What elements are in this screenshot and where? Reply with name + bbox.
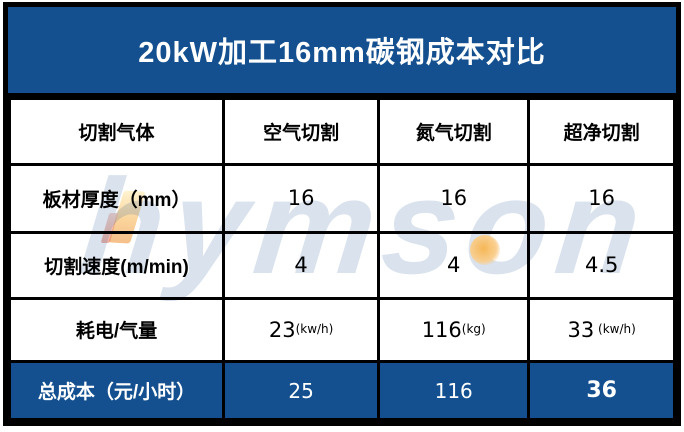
table-row-consumption: 耗电/气量 23(kw/h) 116(kg) 33 (kw/h) <box>7 296 676 364</box>
table-row-thickness: 板材厚度（mm） 16 16 16 <box>7 162 676 234</box>
total-cost-nitrogen-value: 116 <box>377 360 531 421</box>
header-cell-nitrogen-cutting: 氮气切割 <box>377 97 531 166</box>
thickness-air-value: 16 <box>222 162 381 234</box>
table-content: 20kW加工16mm碳钢成本对比 切割气体 空气切割 氮气切割 超净切割 <box>7 7 676 421</box>
consumption-air-value: 23(kw/h) <box>222 296 381 364</box>
total-cost-air-value: 25 <box>222 360 381 421</box>
row-label-thickness: 板材厚度（mm） <box>7 162 226 234</box>
consumption-ultraclean-number: 33 <box>567 317 595 342</box>
thickness-ultraclean-value: 16 <box>527 162 676 234</box>
table-header-row: 切割气体 空气切割 氮气切割 超净切割 <box>7 97 676 166</box>
consumption-nitrogen-unit: (kg) <box>461 321 486 336</box>
consumption-nitrogen-value: 116(kg) <box>377 296 531 364</box>
thickness-nitrogen-value: 16 <box>377 162 531 234</box>
consumption-air-number: 23 <box>268 317 296 342</box>
consumption-ultraclean-unit: (kw/h) <box>594 321 636 336</box>
total-cost-ultraclean-value: 36 <box>527 360 676 421</box>
row-label-speed: 切割速度(m/min) <box>7 230 226 300</box>
row-label-total-cost: 总成本（元/小时） <box>7 360 226 421</box>
header-cell-ultraclean-cutting: 超净切割 <box>527 97 676 166</box>
consumption-ultraclean-value: 33 (kw/h) <box>527 296 676 364</box>
speed-nitrogen-value: 4 <box>377 230 531 300</box>
cost-comparison-table: 切割气体 空气切割 氮气切割 超净切割 板材厚度（mm） 16 16 16 切割… <box>7 97 676 421</box>
table-row-speed: 切割速度(m/min) 4 4 4.5 <box>7 230 676 300</box>
header-cell-air-cutting: 空气切割 <box>222 97 381 166</box>
table-frame: hymson 20kW加工16mm碳钢成本对比 切割气体 空气切割 <box>3 2 681 426</box>
page-title: 20kW加工16mm碳钢成本对比 <box>138 37 546 69</box>
speed-air-value: 4 <box>222 230 381 300</box>
header-cell-gas-type: 切割气体 <box>7 97 226 166</box>
speed-ultraclean-value: 4.5 <box>527 230 676 300</box>
table-row-total-cost: 总成本（元/小时） 25 116 36 <box>7 360 676 421</box>
title-band: 20kW加工16mm碳钢成本对比 <box>8 7 676 97</box>
consumption-nitrogen-number: 116 <box>421 317 462 342</box>
consumption-air-unit: (kw/h) <box>295 321 334 336</box>
row-label-consumption: 耗电/气量 <box>7 296 226 364</box>
